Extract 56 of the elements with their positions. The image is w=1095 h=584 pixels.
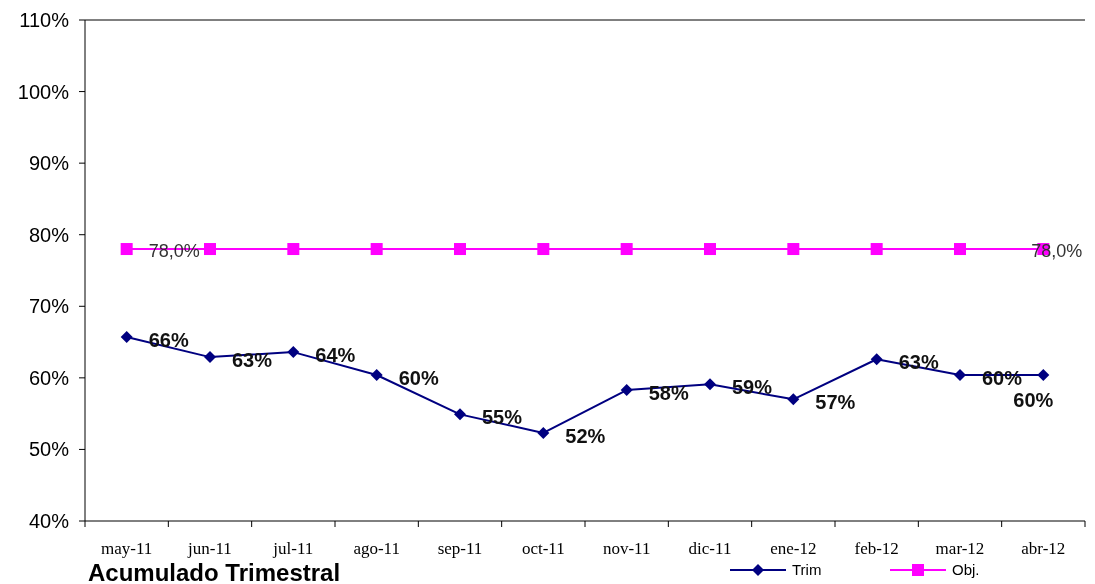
x-tick-label: may-11 (101, 539, 153, 558)
point (370, 368, 383, 381)
point (454, 243, 466, 256)
data-label: 60% (1013, 388, 1054, 411)
x-tick-label: mar-12 (935, 539, 985, 558)
x-tick-label: feb-12 (854, 539, 899, 558)
point (287, 243, 300, 256)
point (204, 243, 216, 256)
data-label: 55% (482, 406, 523, 429)
data-label: 57% (815, 391, 856, 414)
data-label: 52% (565, 424, 606, 447)
point (120, 243, 133, 256)
point (620, 384, 633, 397)
point (954, 368, 966, 381)
data-label: 58% (648, 382, 689, 405)
point (370, 243, 383, 256)
point (287, 346, 300, 359)
data-label: 64% (315, 344, 356, 367)
x-tick-label: jul-11 (272, 539, 314, 558)
point (870, 353, 883, 366)
y-tick-label: 50% (28, 438, 70, 461)
point (204, 351, 216, 364)
legend-label: Trim (792, 561, 822, 578)
data-label: 78,0% (1031, 241, 1083, 262)
y-tick-label: 60% (28, 366, 70, 389)
y-tick-label: 80% (28, 223, 70, 246)
point (537, 243, 550, 256)
x-tick-label: jun-11 (187, 539, 232, 558)
y-tick-label: 40% (28, 510, 70, 532)
x-tick-label: dic-11 (688, 539, 732, 558)
y-tick-label: 90% (28, 152, 70, 175)
point (704, 378, 716, 391)
point (620, 243, 633, 256)
x-tick-label: oct-11 (521, 539, 565, 558)
point (120, 331, 133, 344)
y-tick-label: 70% (28, 295, 70, 318)
point (454, 408, 466, 421)
x-tick-label: ene-12 (770, 539, 817, 558)
text: Acumulado Trimestral (88, 559, 341, 584)
x-tick-label: sep-11 (437, 539, 483, 558)
x-tick-label: ago-11 (353, 539, 400, 558)
point (870, 243, 883, 256)
data-label: 66% (148, 329, 189, 352)
data-label: 63% (232, 349, 273, 372)
data-label: 60% (398, 366, 439, 389)
point (704, 243, 716, 256)
point (954, 243, 966, 256)
y-tick-label: 100% (17, 80, 70, 103)
point (787, 393, 800, 406)
x-tick-label: nov-11 (602, 539, 651, 558)
y-tick-label: 110% (19, 9, 70, 31)
point (787, 243, 800, 256)
legend-label: Obj. (952, 561, 980, 578)
x-tick-label: abr-12 (1021, 539, 1066, 558)
point (537, 426, 550, 439)
point (1037, 368, 1050, 381)
